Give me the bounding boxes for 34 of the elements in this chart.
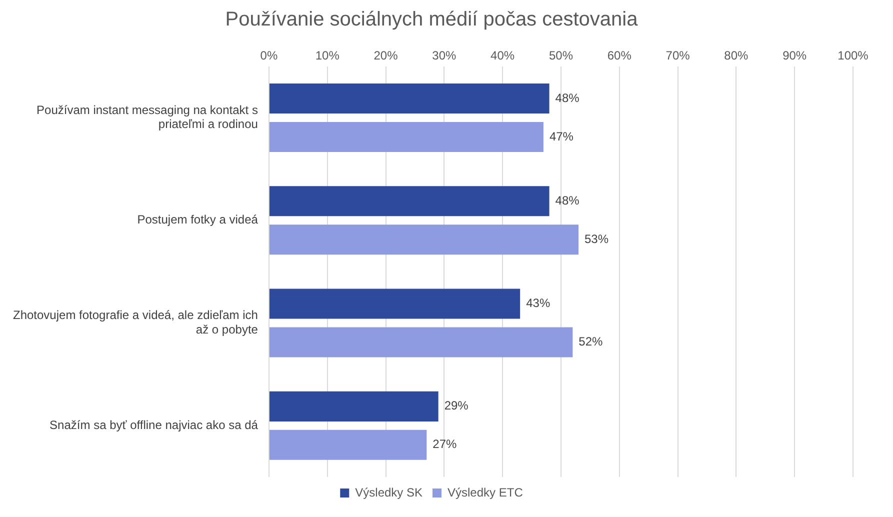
data-label: 43% [526, 296, 550, 310]
x-tick-label: 40% [490, 48, 515, 63]
bar [269, 122, 544, 152]
legend-label: Výsledky ETC [448, 485, 524, 500]
y-tick-label: Zhotovujem fotografie a videá, ale zdieľam ich až o pobyte [12, 308, 258, 337]
bar [269, 83, 550, 114]
y-tick-label: Používam instant messaging na kontakt s priateľmi a rodinou [36, 102, 258, 132]
bar [269, 224, 579, 255]
bar [269, 327, 573, 358]
bar [269, 430, 427, 460]
x-tick-label: 90% [782, 48, 807, 63]
y-tick-label: Postujem fotky a videá [137, 212, 258, 227]
x-tick-label: 100% [838, 48, 869, 63]
bar [269, 186, 550, 216]
legend-label: Výsledky SK [355, 485, 423, 500]
bar [269, 391, 438, 422]
x-tick-label: 50% [548, 48, 574, 63]
chart-title: Používanie sociálnych médií počas cestovania [225, 8, 639, 31]
x-tick-label: 20% [374, 48, 398, 63]
data-label: 52% [578, 334, 604, 349]
data-label: 53% [584, 232, 609, 246]
x-tick-label: 60% [607, 48, 632, 63]
x-tick-label: 10% [315, 48, 340, 63]
x-tick-label: 30% [432, 48, 457, 63]
bar [269, 288, 520, 319]
x-tick-label: 0% [260, 48, 278, 63]
data-label: 48% [555, 193, 580, 208]
x-tick-label: 80% [724, 48, 749, 63]
y-tick-label: Snažím sa byť offline najviac ako sa dá [50, 418, 258, 432]
data-label: 47% [549, 129, 574, 144]
x-tick-label: 70% [666, 48, 690, 63]
data-label: 48% [555, 90, 580, 105]
data-label: 27% [432, 437, 457, 452]
data-label: 29% [444, 398, 469, 413]
